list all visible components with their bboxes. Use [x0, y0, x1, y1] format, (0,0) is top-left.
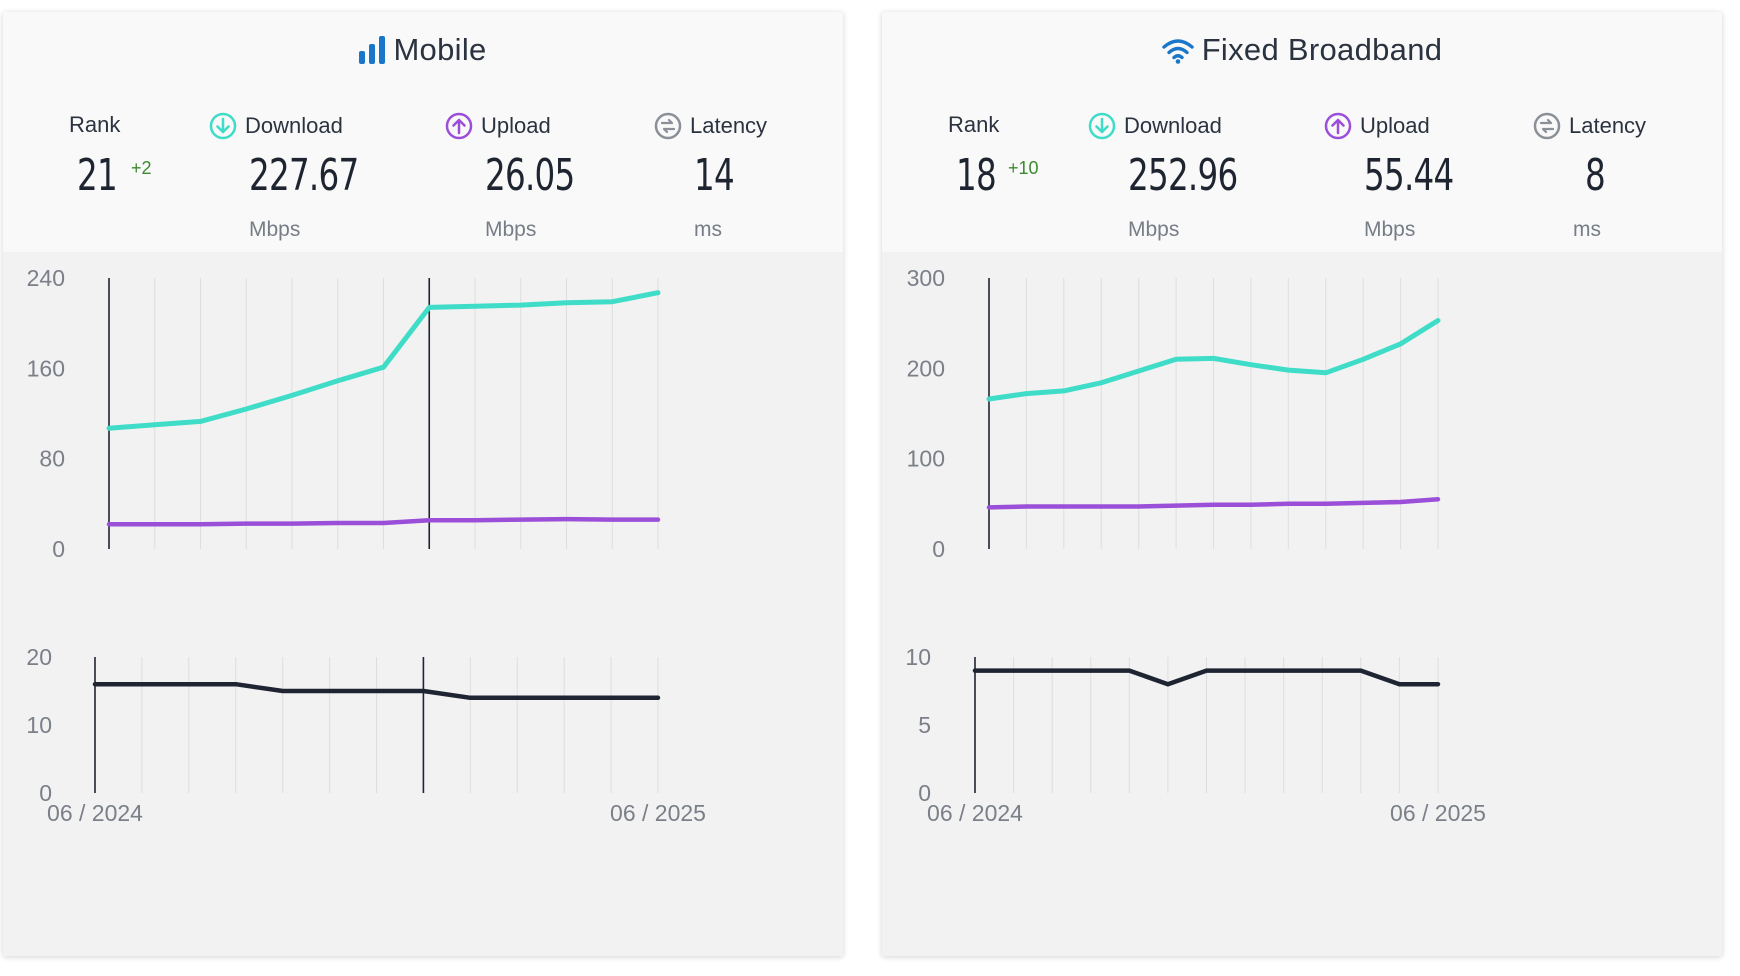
rank-label: Rank [69, 112, 121, 137]
download-label: Download [209, 112, 343, 146]
mobile-latency-x-start-label: 06 / 2024 [47, 800, 143, 826]
latency-icon [654, 112, 682, 146]
latency-unit: ms [1573, 218, 1601, 241]
mobile-title: Mobile [3, 32, 843, 72]
signal-bars-icon [359, 36, 386, 72]
download-value: 227.67 [249, 150, 359, 201]
mobile-title-text: Mobile [393, 32, 487, 67]
upload-arrow-icon [1324, 112, 1352, 146]
upload-label: Upload [445, 112, 551, 146]
mobile-latency-latency-line [92, 681, 661, 701]
fixed-header: Fixed Broadband Rank 18 +10 Download 252… [882, 12, 1722, 252]
mobile-latency-y-tick-label: 0 [39, 780, 52, 806]
fixed-latency-y-tick-label: 10 [905, 644, 931, 670]
upload-value: 26.05 [485, 150, 575, 201]
rank-change: +10 [1008, 158, 1039, 178]
fixed-speed-upload-line [986, 497, 1441, 510]
rank-value: 21 [77, 150, 118, 201]
upload-label-text: Upload [481, 113, 551, 138]
fixed-latency-y-tick-label: 5 [918, 712, 931, 738]
upload-label: Upload [1324, 112, 1430, 146]
latency-label: Latency [1533, 112, 1646, 146]
fixed-speed-y-tick-label: 300 [907, 265, 945, 291]
rank-value: 18 [956, 150, 997, 201]
latency-unit: ms [694, 218, 722, 241]
upload-unit: Mbps [1364, 218, 1416, 241]
download-label-text: Download [245, 113, 343, 138]
latency-value: 8 [1585, 150, 1606, 201]
mobile-speed-upload-line [106, 516, 661, 527]
upload-unit: Mbps [485, 218, 537, 241]
download-label-text: Download [1124, 113, 1222, 138]
rank-change: +2 [131, 158, 152, 178]
upload-value: 55.44 [1364, 150, 1454, 201]
fixed-latency-x-start-label: 06 / 2024 [927, 800, 1023, 826]
fixed-latency-latency-line [972, 668, 1441, 687]
mobile-header: Mobile Rank 21 +2 Download 227.67 Mbps U… [3, 12, 843, 252]
fixed-title: Fixed Broadband [882, 32, 1722, 72]
fixed-title-text: Fixed Broadband [1201, 32, 1443, 67]
download-arrow-icon [209, 112, 237, 146]
latency-label-text: Latency [690, 113, 768, 138]
rank-label: Rank [948, 112, 1000, 137]
mobile-speed-y-tick-label: 240 [27, 265, 65, 291]
latency-label: Latency [654, 112, 767, 146]
download-arrow-icon [1088, 112, 1116, 146]
upload-label-text: Upload [1360, 113, 1430, 138]
mobile-speed-y-tick-label: 0 [52, 536, 65, 562]
latency-value: 14 [694, 150, 735, 201]
mobile-speed-download-line [106, 290, 661, 431]
latency-label-text: Latency [1569, 113, 1647, 138]
fixed-latency-y-tick-label: 0 [918, 780, 931, 806]
mobile-latency-x-end-label: 06 / 2025 [610, 800, 706, 826]
fixed-latency-x-end-label: 06 / 2025 [1390, 800, 1486, 826]
wifi-icon [1161, 36, 1194, 72]
mobile-latency-y-tick-label: 10 [26, 712, 52, 738]
fixed-broadband-card: Fixed Broadband Rank 18 +10 Download 252… [882, 12, 1722, 956]
mobile-speed-y-tick-label: 80 [39, 446, 65, 472]
download-label: Download [1088, 112, 1222, 146]
download-unit: Mbps [249, 218, 301, 241]
fixed-speed-y-tick-label: 200 [907, 355, 945, 381]
upload-arrow-icon [445, 112, 473, 146]
fixed-speed-y-tick-label: 100 [907, 446, 945, 472]
fixed-speed-y-tick-label: 0 [932, 536, 945, 562]
download-unit: Mbps [1128, 218, 1180, 241]
mobile-speed-y-tick-label: 160 [27, 355, 65, 381]
latency-icon [1533, 112, 1561, 146]
fixed-speed-download-line [986, 318, 1441, 402]
mobile-latency-y-tick-label: 20 [26, 644, 52, 670]
mobile-card: Mobile Rank 21 +2 Download 227.67 Mbps U… [3, 12, 843, 956]
download-value: 252.96 [1128, 150, 1238, 201]
